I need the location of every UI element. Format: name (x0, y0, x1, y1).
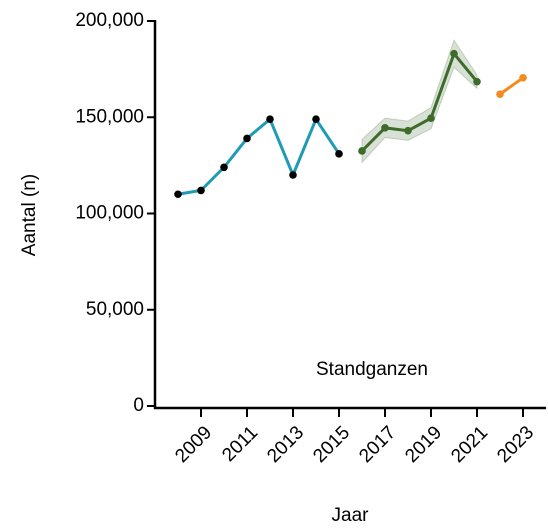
point (519, 73, 527, 82)
point (174, 190, 182, 199)
x-tick-label: 2023 (493, 422, 538, 467)
point (404, 126, 412, 135)
y-tick-label: 0 (133, 395, 144, 416)
x-tick-label: 2013 (263, 422, 308, 467)
point (335, 150, 343, 158)
x-tick-label: 2015 (309, 422, 354, 467)
y-tick-label: 100,000 (75, 203, 144, 224)
line (360, 50, 479, 152)
x-tick-label: 2019 (401, 422, 446, 467)
x-tick-label: 2011 (218, 422, 262, 466)
point (266, 115, 274, 123)
point (197, 186, 205, 195)
x-tick-label: 2009 (171, 422, 216, 467)
line (177, 115, 341, 196)
point (289, 171, 297, 179)
point (450, 49, 458, 58)
x-tick-label: 2017 (355, 422, 400, 467)
annotation: Standganzen (316, 359, 428, 380)
point (496, 90, 504, 98)
x-axis-label: Jaar (332, 505, 370, 526)
line (499, 76, 524, 96)
point (381, 124, 389, 132)
point (358, 147, 366, 155)
y-tick-label: 150,000 (75, 106, 144, 127)
point (220, 163, 228, 172)
y-tick-label: 50,000 (86, 299, 144, 320)
point (312, 115, 320, 123)
y-axis-label: Aantal (n) (19, 174, 40, 256)
x-tick-label: 2021 (447, 422, 492, 467)
point (427, 114, 435, 123)
point (473, 77, 481, 86)
point (243, 134, 251, 143)
y-tick-label: 200,000 (75, 10, 144, 31)
